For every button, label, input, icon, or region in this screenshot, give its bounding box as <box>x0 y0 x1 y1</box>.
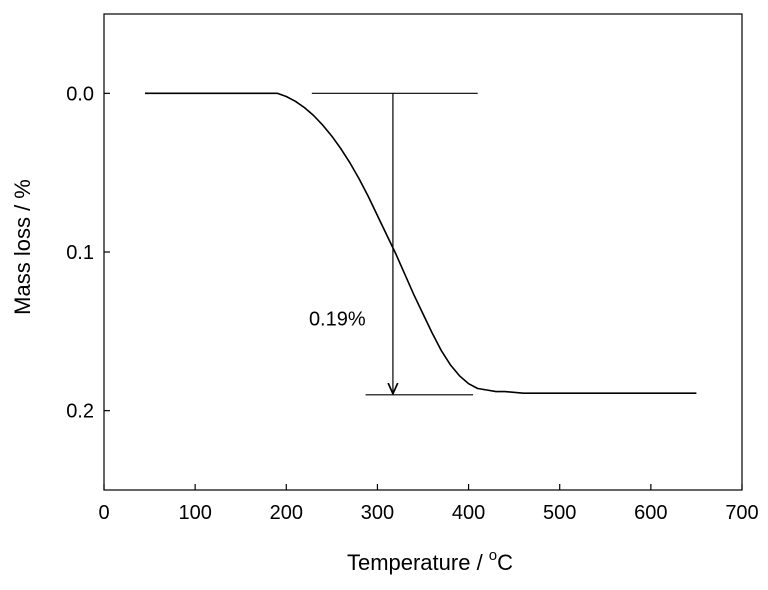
y-tick-label: 0.1 <box>66 242 94 264</box>
x-tick-label: 400 <box>452 502 485 524</box>
plot-frame <box>103 13 743 491</box>
x-tick-label: 600 <box>634 502 667 524</box>
series-line <box>145 92 697 395</box>
x-tick-label: 700 <box>725 502 758 524</box>
x-tick-label: 0 <box>98 502 109 524</box>
annotation-layer <box>311 92 478 396</box>
y-axis-label: Mass loss / % <box>10 179 35 315</box>
x-tick-label: 300 <box>361 502 394 524</box>
series-layer <box>145 92 697 395</box>
annotation-label: 0.19% <box>309 309 366 331</box>
x-tick-label: 500 <box>543 502 576 524</box>
y-tick-label: 0.0 <box>66 83 94 105</box>
x-tick-label: 100 <box>178 502 211 524</box>
y-tick-label: 0.2 <box>66 401 94 423</box>
x-axis-label: Temperature / oC <box>347 547 513 575</box>
x-axis-label-degree: o <box>489 547 497 564</box>
y-axis-ticks: 0.0 0.1 0.2 <box>66 83 110 423</box>
x-axis-label-unit: C <box>497 550 513 575</box>
x-tick-label: 200 <box>270 502 303 524</box>
x-axis-ticks: 0 100 200 300 400 500 600 700 <box>98 484 759 524</box>
